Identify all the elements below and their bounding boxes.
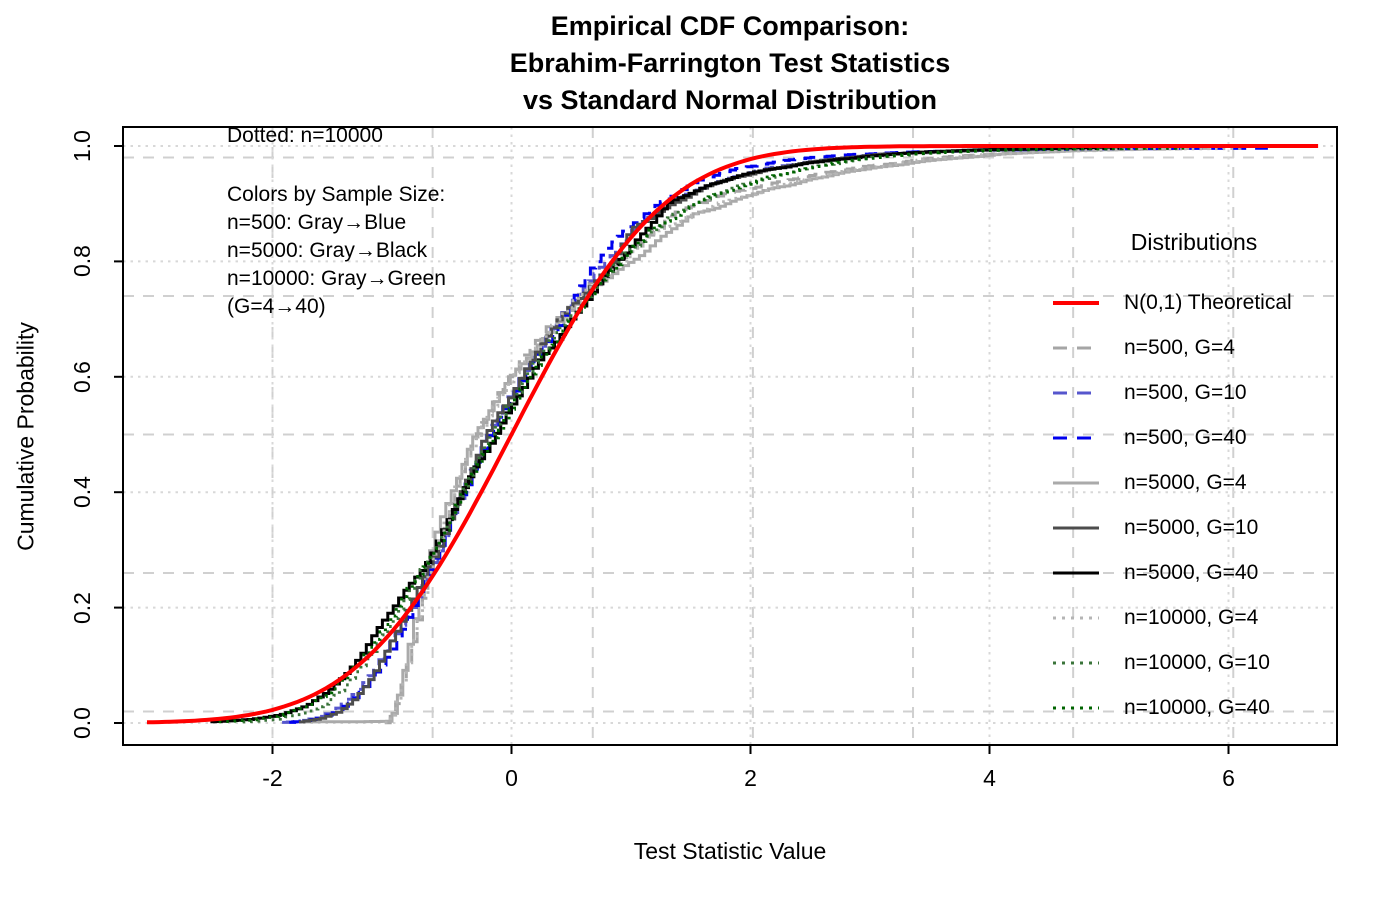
legend-item-n500-g40: n=500, G=40	[1052, 415, 1336, 460]
annotation-color-key: Colors by Sample Size: n=500: Gray→Blue …	[227, 181, 446, 321]
legend-item-label: n=10000, G=10	[1124, 650, 1270, 674]
legend-item-n10000-g10: n=10000, G=10	[1052, 640, 1336, 685]
legend-line-sample-icon	[1052, 293, 1100, 313]
legend-item-label: n=10000, G=4	[1124, 605, 1259, 629]
x-tick-label: 4	[983, 765, 996, 791]
legend-item-label: n=5000, G=4	[1124, 470, 1247, 494]
annotation-color-key-line: n=10000: Gray→Green	[227, 267, 446, 290]
legend-line-sample-icon	[1052, 608, 1100, 628]
legend: Distributions N(0,1) Theoretical n=500, …	[1052, 226, 1336, 730]
legend-line-sample-icon	[1052, 698, 1100, 718]
x-tick-label: -2	[262, 765, 283, 791]
legend-item-theoretical: N(0,1) Theoretical	[1052, 280, 1336, 325]
legend-item-label: N(0,1) Theoretical	[1124, 290, 1292, 314]
x-tick-label: 0	[505, 765, 518, 791]
legend-line-sample-icon	[1052, 383, 1100, 403]
legend-item-label: n=5000, G=10	[1124, 515, 1259, 539]
y-tick-label: 1.0	[69, 130, 95, 162]
legend-title: Distributions	[1130, 229, 1258, 255]
legend-item-label: n=500, G=4	[1124, 335, 1235, 359]
legend-line-sample-icon	[1052, 653, 1100, 673]
legend-item-label: n=10000, G=40	[1124, 695, 1270, 719]
legend-item-n5000-g40: n=5000, G=40	[1052, 550, 1336, 595]
annotation-dotted-note: Dotted: n=10000	[227, 124, 383, 147]
annotation-color-key-line: (G=4→40)	[227, 295, 326, 318]
legend-line-sample-icon	[1052, 338, 1100, 358]
annotation-color-key-line: Colors by Sample Size:	[227, 183, 446, 206]
legend-item-n10000-g4: n=10000, G=4	[1052, 595, 1336, 640]
y-axis-label: Cumulative Probability	[12, 322, 39, 551]
y-tick-label: 0.6	[69, 360, 95, 393]
legend-line-sample-icon	[1052, 518, 1100, 538]
annotation-color-key-line: n=500: Gray→Blue	[227, 211, 407, 234]
legend-item-n500-g10: n=500, G=10	[1052, 370, 1336, 415]
legend-item-n5000-g4: n=5000, G=4	[1052, 460, 1336, 505]
y-tick-label: 0.8	[69, 245, 95, 278]
legend-item-n5000-g10: n=5000, G=10	[1052, 505, 1336, 550]
legend-line-sample-icon	[1052, 473, 1100, 493]
legend-item-n500-g4: n=500, G=4	[1052, 325, 1336, 370]
x-tick-label: 6	[1222, 765, 1235, 791]
x-tick-label: 2	[744, 765, 757, 791]
y-tick-label: 0.4	[69, 476, 95, 509]
chart-title-line-1: Empirical CDF Comparison:	[550, 11, 910, 41]
legend-item-n10000-g40: n=10000, G=40	[1052, 685, 1336, 730]
chart-title-line-3: vs Standard Normal Distribution	[522, 85, 938, 115]
y-tick-label: 0.2	[69, 591, 95, 624]
legend-item-label: n=500, G=40	[1124, 425, 1247, 449]
x-axis-label: Test Statistic Value	[633, 838, 827, 864]
annotation-color-key-line: n=5000: Gray→Black	[227, 239, 428, 262]
y-tick-label: 0.0	[69, 707, 95, 739]
chart-title-line-2: Ebrahim-Farrington Test Statistics	[509, 48, 951, 78]
legend-item-label: n=500, G=10	[1124, 380, 1247, 404]
chart-title: Empirical CDF Comparison: Ebrahim-Farrin…	[60, 8, 1400, 119]
legend-line-sample-icon	[1052, 563, 1100, 583]
legend-item-label: n=5000, G=40	[1124, 560, 1259, 584]
legend-line-sample-icon	[1052, 428, 1100, 448]
